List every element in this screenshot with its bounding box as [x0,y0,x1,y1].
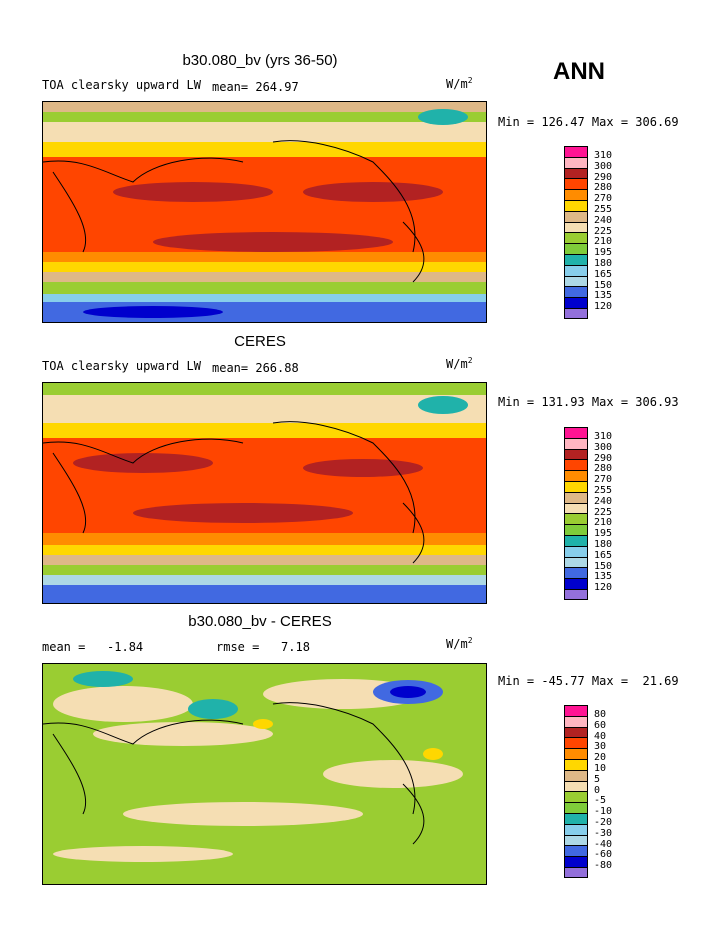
panel-1-level: 225 [594,226,613,237]
panel-2-level: 300 [594,442,613,453]
panel-3-level: -20 [594,817,613,828]
panel-1-variable-label: TOA clearsky upward LW [42,78,201,92]
panel-3-level: 5 [594,774,601,785]
panel-3-level: 30 [594,741,607,752]
panel-3-level: 80 [594,709,607,720]
panel-3-level: -80 [594,860,613,871]
panel-1-minmax: Min = 126.47 Max = 306.69 [498,115,679,129]
panel-1-field [43,102,486,322]
panel-1-level: 300 [594,161,613,172]
panel-1-mean: mean= 264.97 [212,80,299,94]
panel-2-field [43,383,486,603]
panel-2-level: 150 [594,561,613,572]
panel-2-title: CERES [234,333,286,350]
panel-2-level: 135 [594,571,613,582]
panel-1-level: 135 [594,290,613,301]
panel-3-units: W/m2 [446,636,473,651]
panel-2-level: 290 [594,453,613,464]
panel-3-minmax: Min = -45.77 Max = 21.69 [498,674,679,688]
panel-2-level: 120 [594,582,613,593]
season-label: ANN [553,58,605,85]
panel-1-level: 195 [594,247,613,258]
panel-1-level: 150 [594,280,613,291]
panel-1-units: W/m2 [446,76,473,91]
panel-1-level: 120 [594,301,613,312]
panel-2-level: 210 [594,517,613,528]
panel-1-colorbar [564,146,588,319]
panel-2-level: 270 [594,474,613,485]
panel-3-level: 0 [594,785,601,796]
panel-2-level: 240 [594,496,613,507]
panel-1-level: 180 [594,258,613,269]
panel-3-title: b30.080_bv - CERES [188,613,332,630]
panel-1-level: 310 [594,150,613,161]
panel-2-level: 195 [594,528,613,539]
panel-3-level: 10 [594,763,607,774]
panel-3-level: -30 [594,828,613,839]
panel-1-map [42,101,487,323]
panel-2-level: 180 [594,539,613,550]
panel-3-level: -10 [594,806,613,817]
panel-1-level: 240 [594,215,613,226]
panel-3-level: 20 [594,752,607,763]
panel-2-level: 280 [594,463,613,474]
panel-2-level: 165 [594,550,613,561]
panel-3-field [43,664,486,884]
panel-2-level: 225 [594,507,613,518]
panel-2-mean: mean= 266.88 [212,361,299,375]
panel-3-level: 60 [594,720,607,731]
panel-3-map [42,663,487,885]
panel-2-level: 310 [594,431,613,442]
panel-2-map [42,382,487,604]
panel-3-level: -5 [594,795,607,806]
panel-1-title: b30.080_bv (yrs 36-50) [182,52,338,69]
panel-3-level: -60 [594,849,613,860]
panel-2-units: W/m2 [446,356,473,371]
panel-1-level: 280 [594,182,613,193]
panel-1-level: 270 [594,193,613,204]
panel-2-colorbar [564,427,588,600]
panel-3-colorbar [564,705,588,878]
panel-1-level: 210 [594,236,613,247]
panel-1-level: 255 [594,204,613,215]
panel-3-rmse: rmse = 7.18 [216,640,310,654]
panel-3-level: -40 [594,839,613,850]
panel-2-minmax: Min = 131.93 Max = 306.93 [498,395,679,409]
panel-1-level: 290 [594,172,613,183]
panel-1-level: 165 [594,269,613,280]
panel-3-level: 40 [594,731,607,742]
panel-3-mean: mean = -1.84 [42,640,144,654]
panel-2-variable-label: TOA clearsky upward LW [42,359,201,373]
panel-2-level: 255 [594,485,613,496]
